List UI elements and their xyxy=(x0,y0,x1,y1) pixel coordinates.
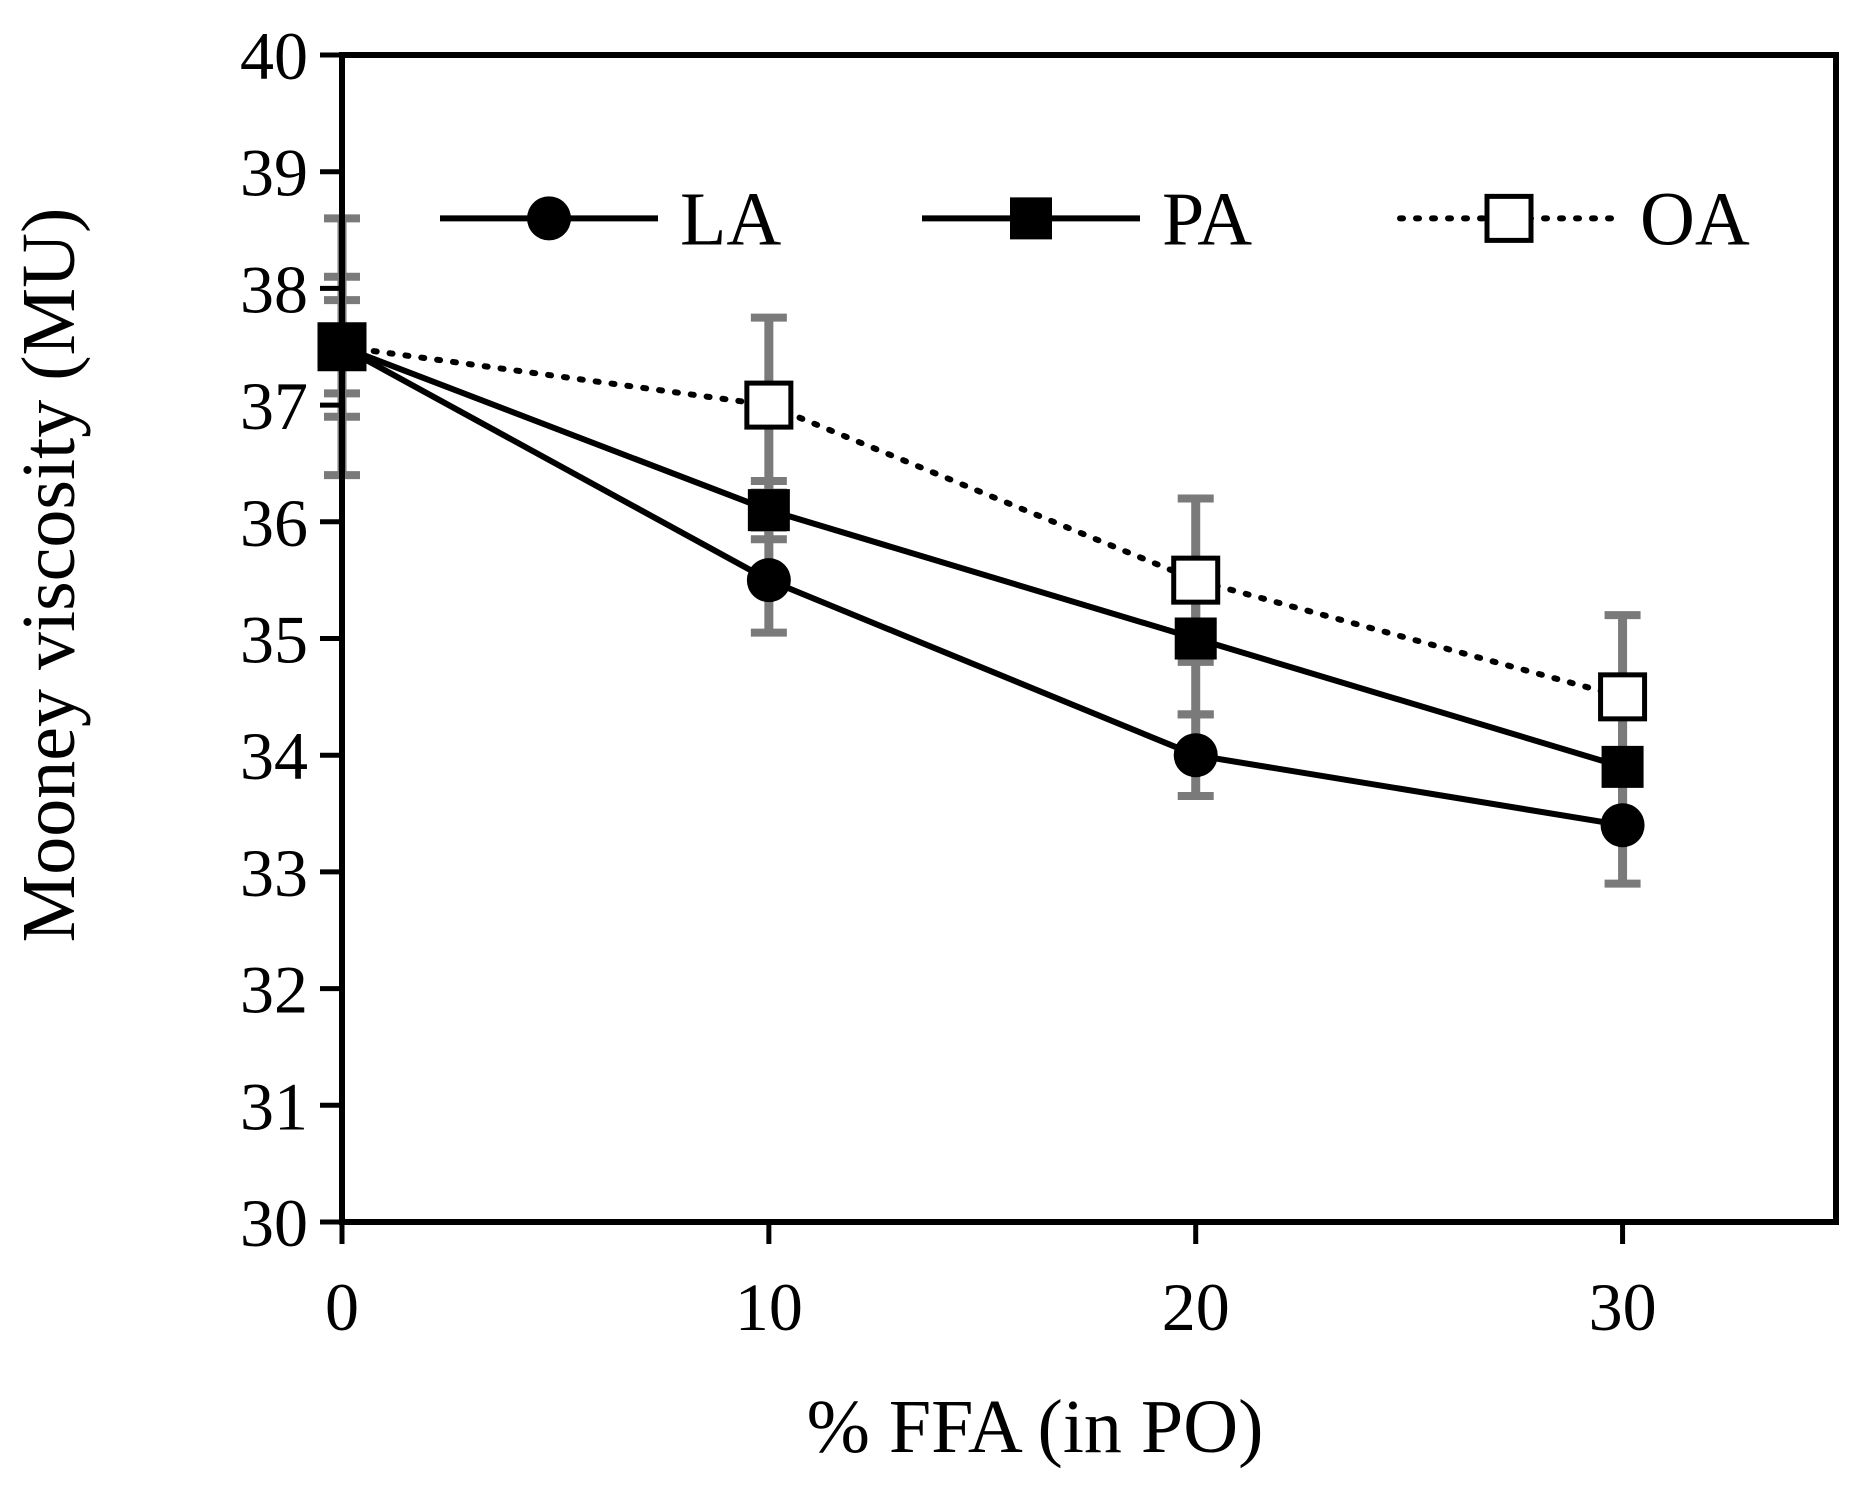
x-tick-label: 30 xyxy=(1589,1269,1657,1345)
legend: LA PA OA xyxy=(440,177,1750,261)
data-point-oa xyxy=(744,380,794,430)
data-point-la xyxy=(746,558,791,603)
y-axis: 30 31 32 33 34 35 36 37 38 39 40 xyxy=(240,18,342,1261)
markers-layer xyxy=(317,322,1648,848)
y-axis-label: Mooney viscosity (MU) xyxy=(7,208,91,943)
y-tick-label: 40 xyxy=(240,18,308,94)
error-bars-layer xyxy=(324,214,1641,888)
y-tick-label: 39 xyxy=(240,135,308,211)
data-point-pa xyxy=(747,489,790,532)
data-point-pa xyxy=(1601,745,1644,788)
series-line-la xyxy=(340,344,1624,829)
y-tick-label: 30 xyxy=(240,1185,308,1261)
y-tick-label: 36 xyxy=(240,485,308,561)
data-point-la xyxy=(1173,733,1218,778)
legend-label-pa: PA xyxy=(1162,177,1252,261)
x-tick-label: 10 xyxy=(735,1269,803,1345)
x-tick-label: 0 xyxy=(325,1269,359,1345)
legend-marker-pa xyxy=(1010,197,1052,240)
data-point-oa xyxy=(1598,672,1648,722)
legend-marker-la xyxy=(527,196,571,241)
legend-label-oa: OA xyxy=(1640,177,1750,261)
legend-label-la: LA xyxy=(680,177,781,261)
legend-marker-oa xyxy=(1484,193,1534,243)
y-tick-label: 37 xyxy=(240,368,308,444)
y-tick-label: 33 xyxy=(240,835,308,911)
series-line-pa xyxy=(340,343,1624,770)
y-tick-label: 34 xyxy=(240,718,308,794)
y-tick-label: 32 xyxy=(240,952,308,1028)
y-tick-label: 31 xyxy=(240,1068,308,1144)
data-point-pa xyxy=(1174,617,1217,660)
y-tick-label: 38 xyxy=(240,251,308,327)
y-tick-label: 35 xyxy=(240,602,308,678)
x-axis: 0 10 20 30 xyxy=(325,1222,1657,1345)
series-lines-layer xyxy=(339,343,1626,829)
x-axis-label: % FFA (in PO) xyxy=(807,1385,1264,1469)
x-tick-label: 20 xyxy=(1162,1269,1230,1345)
data-point-la xyxy=(1600,803,1645,848)
data-point-oa xyxy=(1171,555,1221,605)
series-line-oa xyxy=(339,343,1626,700)
